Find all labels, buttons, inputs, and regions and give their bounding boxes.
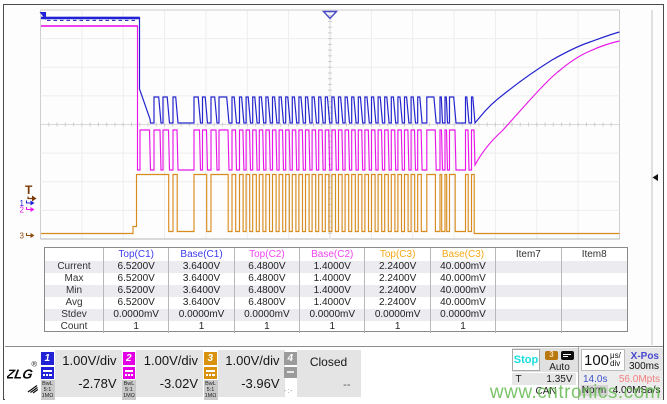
svg-text:ZLG: ZLG [7, 367, 34, 382]
svg-text:T: T [25, 183, 33, 197]
svg-text:2: 2 [20, 206, 25, 215]
svg-text:3: 3 [20, 232, 25, 241]
svg-text:®: ® [31, 360, 37, 369]
svg-text:1: 1 [20, 199, 25, 208]
